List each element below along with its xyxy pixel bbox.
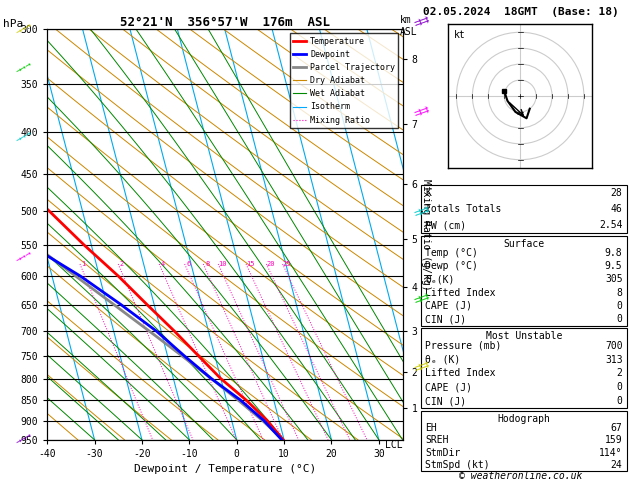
Text: θₑ (K): θₑ (K) xyxy=(425,355,460,364)
Text: LCL: LCL xyxy=(385,440,403,450)
Y-axis label: Mixing Ratio (g/kg): Mixing Ratio (g/kg) xyxy=(421,179,431,290)
Text: Pressure (mb): Pressure (mb) xyxy=(425,341,501,351)
Text: ⇉⇉: ⇉⇉ xyxy=(412,104,431,119)
Text: EH: EH xyxy=(425,423,437,433)
Text: →→→: →→→ xyxy=(15,251,33,265)
Text: 9.8: 9.8 xyxy=(605,248,623,258)
Text: 8: 8 xyxy=(616,288,623,297)
Text: Dewp (°C): Dewp (°C) xyxy=(425,261,478,271)
Text: km: km xyxy=(399,15,411,25)
Text: Totals Totals: Totals Totals xyxy=(425,204,501,214)
Text: 700: 700 xyxy=(605,341,623,351)
Text: 1: 1 xyxy=(82,261,86,267)
Text: 0: 0 xyxy=(616,382,623,392)
Text: 02.05.2024  18GMT  (Base: 18): 02.05.2024 18GMT (Base: 18) xyxy=(423,7,618,17)
Text: 9.5: 9.5 xyxy=(605,261,623,271)
Text: Surface: Surface xyxy=(503,239,544,249)
Text: 20: 20 xyxy=(267,261,275,267)
Text: CAPE (J): CAPE (J) xyxy=(425,301,472,311)
Text: ⇉⇉: ⇉⇉ xyxy=(412,360,431,374)
Bar xyxy=(421,328,627,408)
Bar xyxy=(421,411,627,471)
Text: 46: 46 xyxy=(611,204,623,214)
Title: 52°21'N  356°57'W  176m  ASL: 52°21'N 356°57'W 176m ASL xyxy=(120,16,330,29)
Text: CIN (J): CIN (J) xyxy=(425,314,466,324)
Text: StmDir: StmDir xyxy=(425,448,460,458)
X-axis label: Dewpoint / Temperature (°C): Dewpoint / Temperature (°C) xyxy=(134,465,316,474)
Text: hPa: hPa xyxy=(3,19,23,30)
Text: Lifted Index: Lifted Index xyxy=(425,368,496,379)
Bar xyxy=(421,185,627,233)
Text: CAPE (J): CAPE (J) xyxy=(425,382,472,392)
Text: Most Unstable: Most Unstable xyxy=(486,331,562,342)
Text: 114°: 114° xyxy=(599,448,623,458)
Text: θₑ(K): θₑ(K) xyxy=(425,275,454,284)
Text: 24: 24 xyxy=(611,460,623,470)
Text: Lifted Index: Lifted Index xyxy=(425,288,496,297)
Text: © weatheronline.co.uk: © weatheronline.co.uk xyxy=(459,471,582,481)
Text: 159: 159 xyxy=(605,435,623,445)
Text: 28: 28 xyxy=(611,188,623,198)
Text: 0: 0 xyxy=(616,396,623,406)
Text: Temp (°C): Temp (°C) xyxy=(425,248,478,258)
Text: K: K xyxy=(425,188,431,198)
Text: ⇉⇉: ⇉⇉ xyxy=(412,292,431,306)
Text: PW (cm): PW (cm) xyxy=(425,220,466,230)
Text: 313: 313 xyxy=(605,355,623,364)
Bar xyxy=(421,236,627,326)
Text: 25: 25 xyxy=(282,261,291,267)
Text: 0: 0 xyxy=(616,314,623,324)
Text: →→→: →→→ xyxy=(15,22,33,36)
Text: SREH: SREH xyxy=(425,435,448,445)
Text: ASL: ASL xyxy=(399,27,417,37)
Text: kt: kt xyxy=(454,30,466,40)
Text: StmSpd (kt): StmSpd (kt) xyxy=(425,460,489,470)
Text: 2: 2 xyxy=(616,368,623,379)
Text: 6: 6 xyxy=(187,261,191,267)
Text: →→→: →→→ xyxy=(15,131,33,145)
Text: 67: 67 xyxy=(611,423,623,433)
Text: Hodograph: Hodograph xyxy=(498,414,550,424)
Text: →→→: →→→ xyxy=(15,433,33,447)
Text: 15: 15 xyxy=(246,261,255,267)
Text: 4: 4 xyxy=(161,261,165,267)
Text: 8: 8 xyxy=(205,261,209,267)
Text: CIN (J): CIN (J) xyxy=(425,396,466,406)
Legend: Temperature, Dewpoint, Parcel Trajectory, Dry Adiabat, Wet Adiabat, Isotherm, Mi: Temperature, Dewpoint, Parcel Trajectory… xyxy=(290,34,398,128)
Text: 305: 305 xyxy=(605,275,623,284)
Text: ⇉⇉: ⇉⇉ xyxy=(412,204,431,219)
Text: 10: 10 xyxy=(218,261,226,267)
Text: 2: 2 xyxy=(120,261,124,267)
Text: 2.54: 2.54 xyxy=(599,220,623,230)
Text: ⇉⇉: ⇉⇉ xyxy=(412,15,431,29)
Text: 0: 0 xyxy=(616,301,623,311)
Text: →→→: →→→ xyxy=(15,62,33,76)
